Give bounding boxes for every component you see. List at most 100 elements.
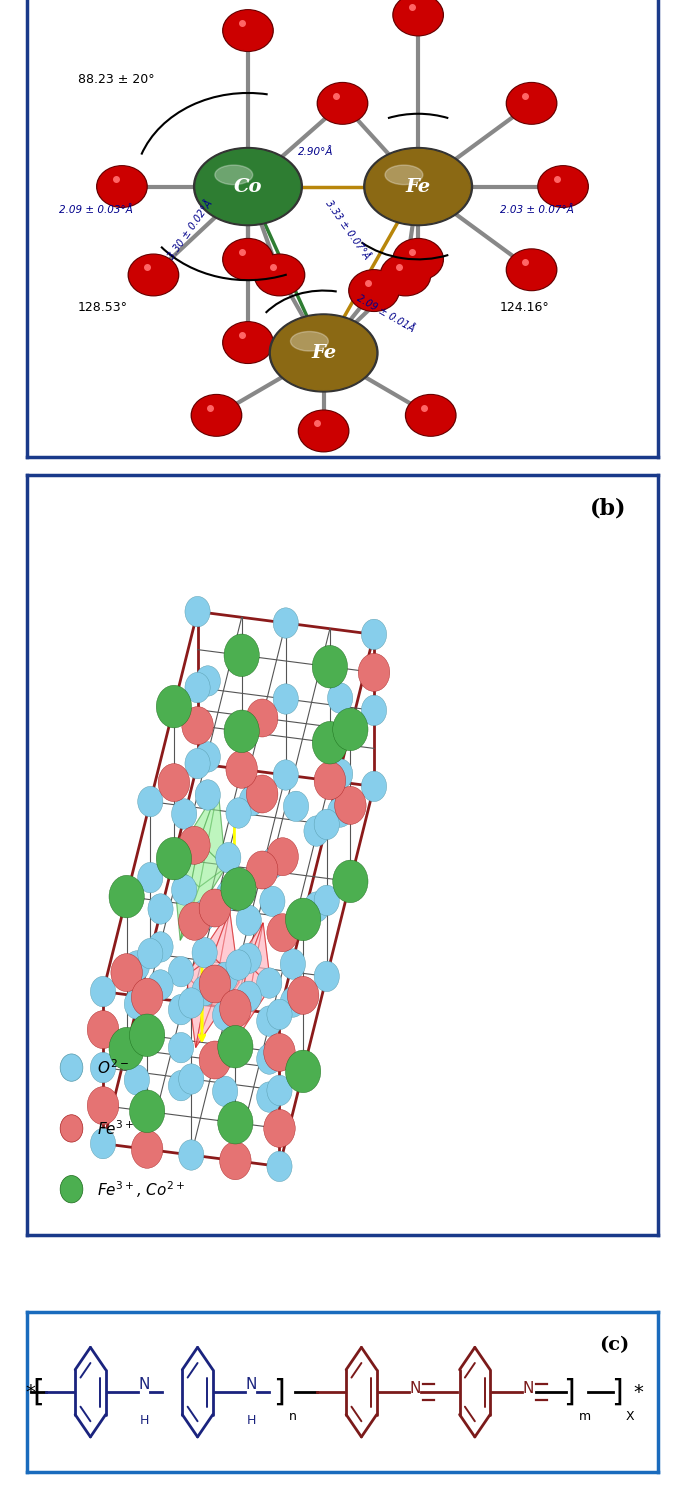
Text: N: N xyxy=(409,1381,421,1396)
Circle shape xyxy=(254,254,305,296)
Circle shape xyxy=(192,975,217,1005)
Circle shape xyxy=(60,1115,83,1142)
Circle shape xyxy=(260,848,285,879)
Circle shape xyxy=(158,764,190,801)
Circle shape xyxy=(212,1077,238,1106)
Text: 3.33 ± 0.07°Å: 3.33 ± 0.07°Å xyxy=(323,199,372,262)
Circle shape xyxy=(273,608,299,638)
Circle shape xyxy=(286,1050,321,1093)
Circle shape xyxy=(362,619,386,650)
Text: *: * xyxy=(634,1383,644,1402)
Circle shape xyxy=(314,809,339,840)
Circle shape xyxy=(257,968,282,998)
Polygon shape xyxy=(173,788,218,888)
Ellipse shape xyxy=(385,165,423,184)
Circle shape xyxy=(247,775,278,813)
Circle shape xyxy=(288,977,319,1014)
Circle shape xyxy=(199,889,231,926)
Circle shape xyxy=(239,785,264,816)
Text: H: H xyxy=(247,1414,256,1428)
Circle shape xyxy=(362,772,386,801)
Circle shape xyxy=(312,645,347,688)
Circle shape xyxy=(169,1032,194,1063)
Text: N: N xyxy=(138,1377,150,1392)
Circle shape xyxy=(380,254,431,296)
Ellipse shape xyxy=(215,165,253,184)
Polygon shape xyxy=(199,788,225,888)
Circle shape xyxy=(169,956,194,987)
Circle shape xyxy=(349,269,399,311)
Circle shape xyxy=(179,987,204,1019)
Text: Fe: Fe xyxy=(406,177,431,196)
Polygon shape xyxy=(186,910,229,975)
Text: ]: ] xyxy=(611,1377,623,1407)
Circle shape xyxy=(267,837,299,876)
Circle shape xyxy=(286,898,321,941)
Circle shape xyxy=(220,990,251,1028)
Circle shape xyxy=(226,874,251,904)
Circle shape xyxy=(264,1033,295,1072)
Circle shape xyxy=(358,653,390,691)
Circle shape xyxy=(314,961,339,992)
Circle shape xyxy=(226,950,251,980)
Ellipse shape xyxy=(364,147,473,226)
Circle shape xyxy=(257,1005,282,1036)
Polygon shape xyxy=(225,964,248,1044)
Text: ]: ] xyxy=(273,1377,286,1407)
Circle shape xyxy=(327,683,353,714)
Text: [: [ xyxy=(33,1377,45,1407)
Polygon shape xyxy=(196,983,239,1047)
Circle shape xyxy=(195,742,221,772)
Circle shape xyxy=(129,1090,165,1133)
Circle shape xyxy=(185,672,210,703)
Circle shape xyxy=(224,633,260,677)
Circle shape xyxy=(216,880,241,912)
Circle shape xyxy=(138,862,163,892)
Text: m: m xyxy=(579,1410,591,1423)
Text: 90.24 ± .07°: 90.24 ± .07° xyxy=(254,0,335,3)
Circle shape xyxy=(195,666,221,696)
Text: N: N xyxy=(523,1381,534,1396)
Text: $Fe^{3+}$: $Fe^{3+}$ xyxy=(97,1120,134,1138)
Circle shape xyxy=(132,978,163,1016)
Circle shape xyxy=(273,684,299,714)
Polygon shape xyxy=(186,975,212,1047)
Circle shape xyxy=(97,165,147,207)
Circle shape xyxy=(273,760,299,790)
Circle shape xyxy=(60,1176,83,1203)
Circle shape xyxy=(236,906,262,935)
Circle shape xyxy=(218,1102,253,1144)
Circle shape xyxy=(406,394,456,436)
Polygon shape xyxy=(186,956,212,1047)
Circle shape xyxy=(304,816,329,846)
Text: $O^{2-}$: $O^{2-}$ xyxy=(97,1059,129,1077)
Circle shape xyxy=(236,943,262,974)
Circle shape xyxy=(192,396,240,436)
Circle shape xyxy=(223,10,273,52)
Circle shape xyxy=(179,827,210,864)
Text: Co: Co xyxy=(234,177,262,196)
Circle shape xyxy=(538,165,588,207)
Circle shape xyxy=(212,1038,238,1069)
Text: 2.09 ± 0.01Å: 2.09 ± 0.01Å xyxy=(355,293,416,335)
Circle shape xyxy=(87,1087,119,1124)
Circle shape xyxy=(138,938,163,970)
Circle shape xyxy=(148,970,173,1001)
Ellipse shape xyxy=(290,332,328,351)
Circle shape xyxy=(260,886,285,916)
Circle shape xyxy=(90,1053,116,1083)
Circle shape xyxy=(138,787,163,816)
Circle shape xyxy=(299,412,347,451)
Circle shape xyxy=(256,256,303,294)
Circle shape xyxy=(224,709,260,752)
Text: 2.09 ± 0.03°Å: 2.09 ± 0.03°Å xyxy=(59,205,133,214)
Circle shape xyxy=(314,885,339,916)
Ellipse shape xyxy=(196,150,300,223)
Text: 128.53°: 128.53° xyxy=(78,302,128,314)
Circle shape xyxy=(508,83,556,123)
Circle shape xyxy=(124,1065,149,1094)
Circle shape xyxy=(182,706,213,745)
Circle shape xyxy=(129,1014,165,1057)
Circle shape xyxy=(394,0,442,34)
Circle shape xyxy=(247,851,278,889)
